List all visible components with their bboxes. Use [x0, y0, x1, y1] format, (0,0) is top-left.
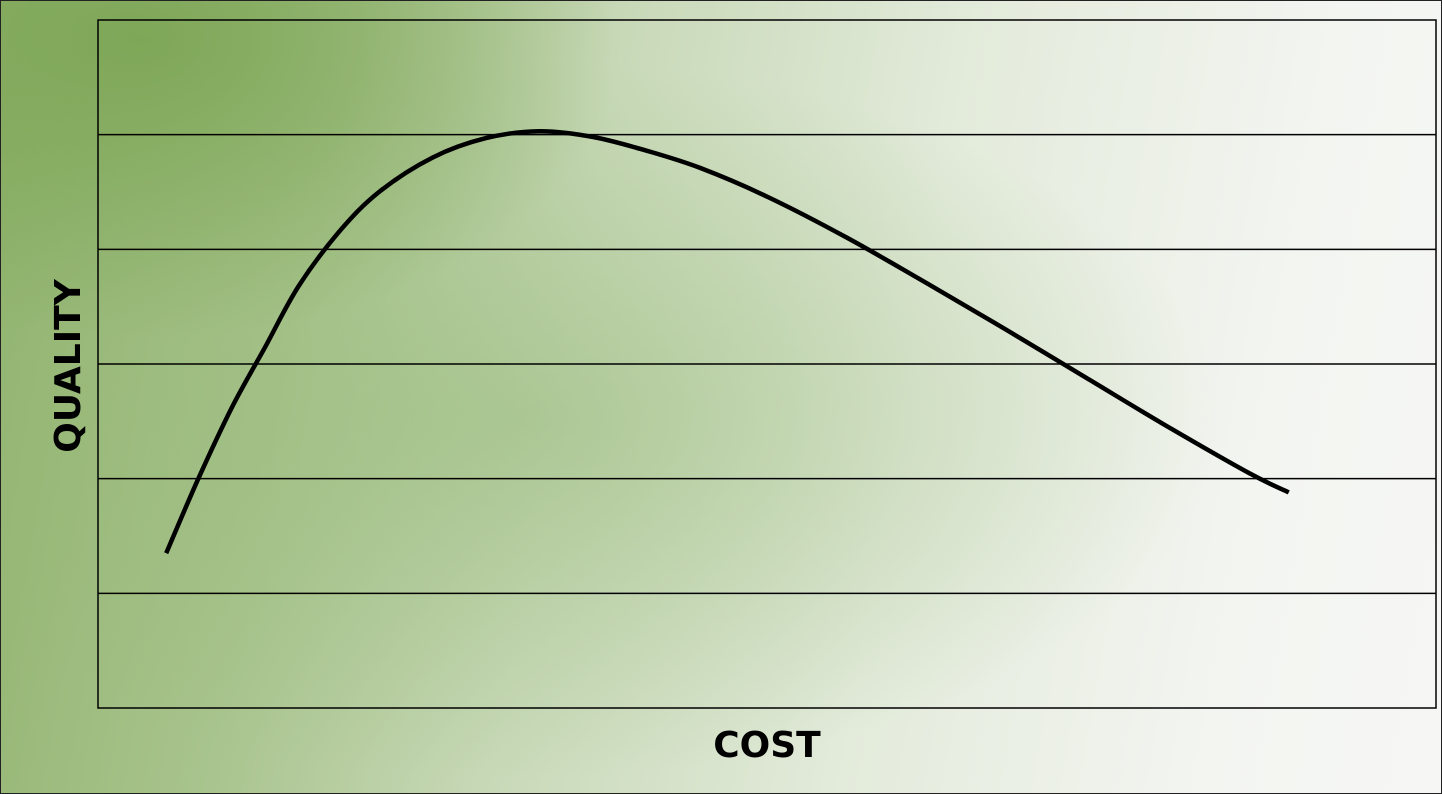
grid-lines: [98, 133, 1436, 595]
x-axis-label: COST: [713, 725, 821, 766]
y-axis-label: QUALITY: [48, 278, 89, 452]
series-line-quality-vs-cost: [164, 128, 1290, 555]
